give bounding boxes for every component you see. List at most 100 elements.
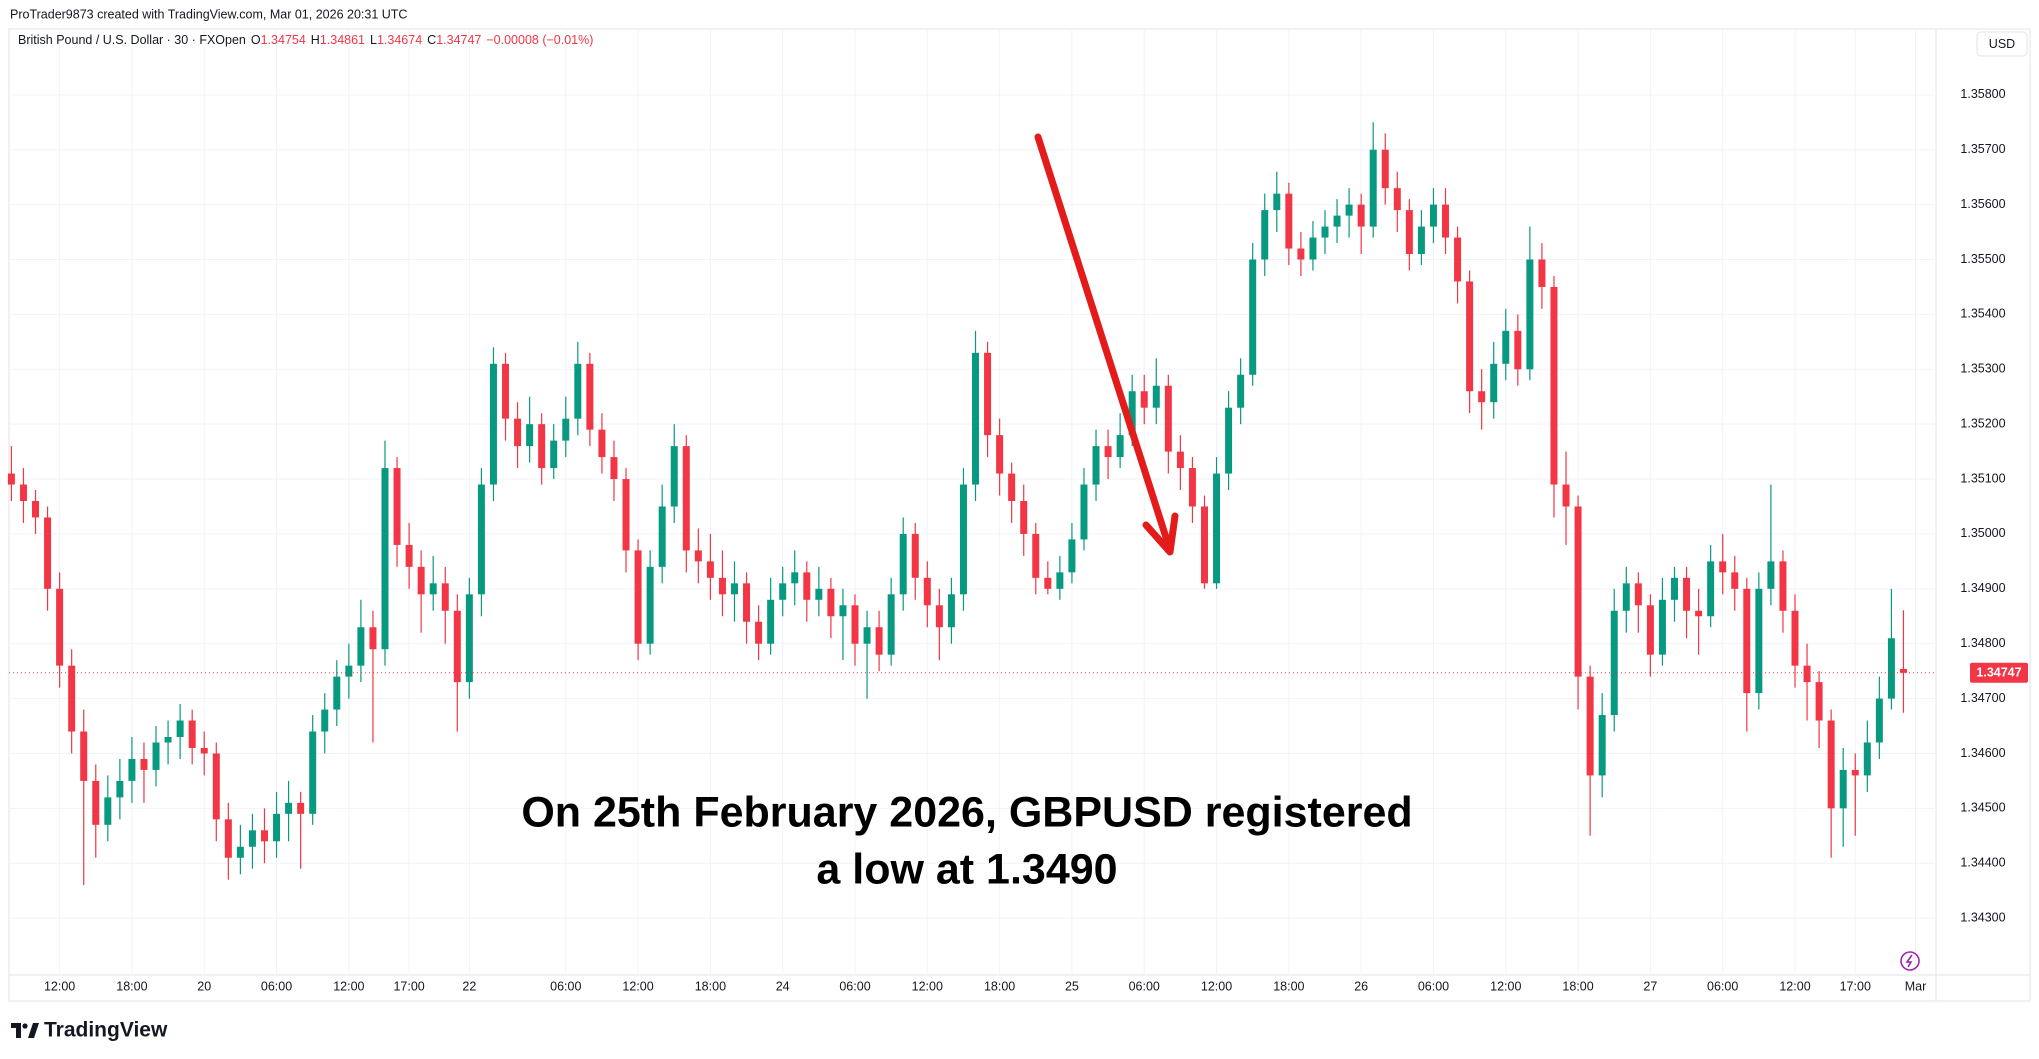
arrow-shaft	[1034, 133, 1174, 554]
candle-body	[610, 457, 618, 480]
candle-body	[1526, 259, 1534, 370]
candle-body	[1369, 149, 1377, 227]
candle-body	[1695, 610, 1703, 617]
candle-body	[947, 594, 955, 628]
candle-body	[1225, 407, 1233, 474]
candle-body	[755, 621, 763, 644]
candle-body	[851, 605, 859, 644]
candle-body	[1056, 572, 1064, 589]
candle-body	[1309, 237, 1317, 260]
y-tick-label: 1.35800	[1960, 87, 2005, 101]
logo-mark	[11, 1023, 21, 1038]
candle-body	[489, 363, 497, 485]
logo-mark	[28, 1023, 39, 1038]
candle-body	[972, 352, 980, 485]
candle-body	[285, 802, 293, 814]
x-tick-label: 24	[776, 979, 790, 993]
candle-body	[550, 440, 558, 469]
brand-logo[interactable]: TradingView	[11, 1019, 168, 1042]
candle-body	[345, 665, 353, 677]
candle-body	[1610, 610, 1618, 716]
candle-body	[935, 605, 943, 628]
candles	[7, 122, 1907, 886]
candle-body	[718, 577, 726, 595]
candle-body	[1321, 226, 1329, 238]
candle-body	[465, 594, 473, 683]
candle-body	[730, 583, 738, 595]
candle-body	[1490, 363, 1498, 403]
candle-body	[743, 583, 751, 622]
candle-body	[863, 627, 871, 644]
candle-body	[128, 758, 136, 781]
last-price-label: 1.34747	[1976, 666, 2021, 680]
candle-body	[164, 737, 172, 743]
candle-body	[682, 446, 690, 551]
x-tick-label: 06:00	[550, 979, 581, 993]
candle-body	[1273, 193, 1281, 211]
candle-body	[1538, 259, 1546, 287]
annotation-line: On 25th February 2026, GBPUSD registered	[521, 788, 1412, 836]
candle-body	[369, 627, 377, 650]
candle-body	[1405, 210, 1413, 255]
arrow-head	[1142, 512, 1179, 556]
candle-body	[333, 676, 341, 710]
symbol: British Pound / U.S. Dollar · 30 · FXOpe…	[18, 33, 246, 47]
candle-body	[899, 533, 907, 595]
candle-body	[188, 720, 196, 748]
candle-body	[260, 830, 268, 842]
y-tick-label: 1.35500	[1960, 252, 2005, 266]
candle-body	[1008, 473, 1016, 501]
y-tick-label: 1.34300	[1960, 910, 2005, 924]
currency-button[interactable]	[1976, 31, 2028, 57]
legend-line: British Pound / U.S. Dollar · 30 · FXOpe…	[18, 33, 593, 47]
brand-name: TradingView	[44, 1019, 168, 1042]
x-tick-label: Mar	[1905, 979, 1927, 993]
y-tick-label: 1.34700	[1960, 691, 2005, 705]
y-tick-label: 1.35300	[1960, 362, 2005, 376]
candle-body	[1237, 374, 1245, 408]
candle-body	[1116, 435, 1124, 458]
candle-body	[887, 594, 895, 655]
candle-body	[381, 468, 389, 650]
candle-body	[1839, 769, 1847, 809]
x-tick-label: 06:00	[261, 979, 292, 993]
replay-icon[interactable]	[1900, 951, 1920, 971]
candle-body	[767, 599, 775, 644]
candle-body	[1586, 676, 1594, 776]
candle-body	[923, 577, 931, 606]
candle-body	[1381, 149, 1389, 189]
candle-body	[1743, 588, 1751, 694]
x-tick-label: 25	[1065, 979, 1079, 993]
candle-body	[634, 550, 642, 644]
candle-body	[152, 742, 160, 770]
candle-body	[670, 446, 678, 507]
candle-body	[815, 588, 823, 600]
y-tick-label: 1.35000	[1960, 526, 2005, 540]
candle-body	[1345, 204, 1353, 216]
candle-body	[7, 473, 15, 485]
candle-body	[1140, 391, 1148, 408]
candle-body	[779, 583, 787, 600]
candle-body	[56, 588, 64, 666]
candle-body	[875, 627, 883, 655]
candle-body	[598, 429, 606, 458]
candle-body	[1200, 506, 1208, 584]
y-tick-label: 1.35700	[1960, 142, 2005, 156]
candle-body	[429, 583, 437, 595]
candle-body	[1719, 561, 1727, 573]
candle-body	[1104, 446, 1112, 458]
currency: USD	[1989, 37, 2015, 51]
y-tick-label: 1.34500	[1960, 801, 2005, 815]
candle-body	[1622, 583, 1630, 611]
candle-body	[514, 418, 522, 447]
x-tick-label: 18:00	[1273, 979, 1304, 993]
ohlc-value: 1.34674	[377, 33, 422, 47]
candle-body	[1152, 385, 1160, 408]
candle-body	[405, 544, 413, 567]
candle-body	[1213, 473, 1221, 584]
ohlc-letter: C	[427, 33, 436, 47]
candle-body	[321, 709, 329, 732]
x-tick-label: 27	[1643, 979, 1657, 993]
candle-body	[1092, 446, 1100, 485]
